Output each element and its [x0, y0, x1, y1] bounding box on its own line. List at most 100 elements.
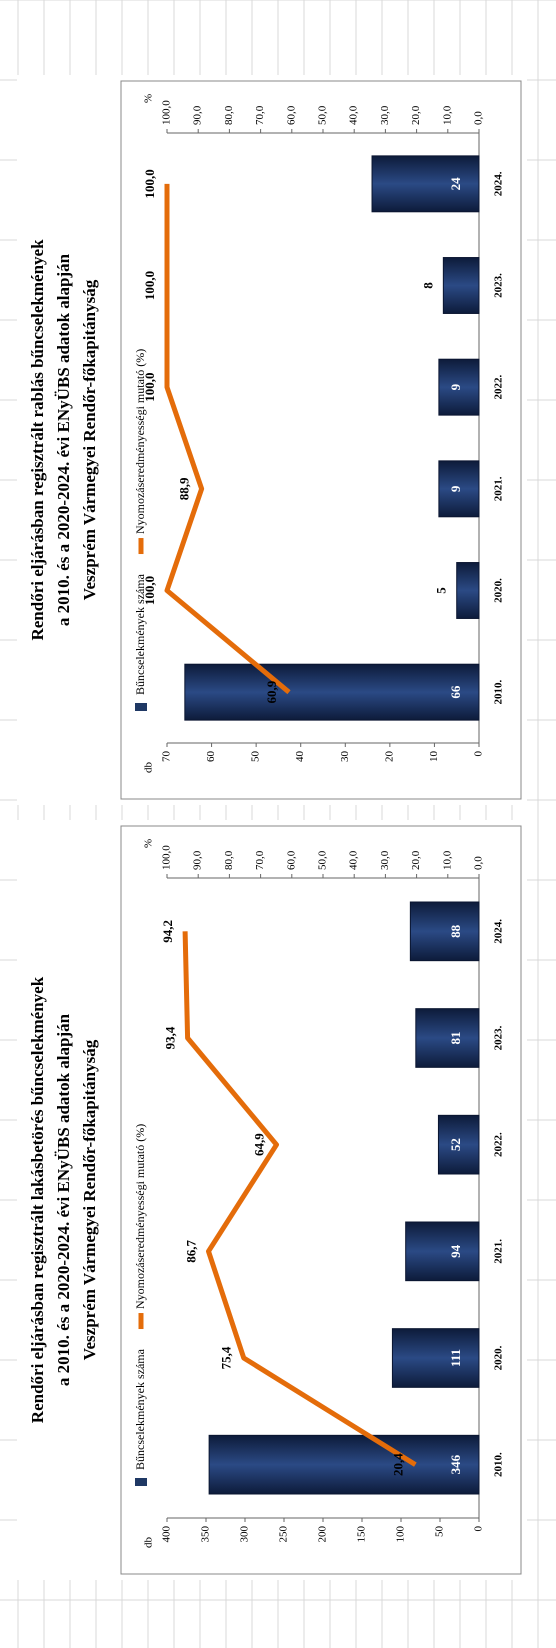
y2-tick-label: 90,0 — [192, 105, 204, 125]
bar-value-label: 94 — [448, 1244, 463, 1258]
x-tick-label: 2023. — [493, 273, 505, 298]
y2-axis-label: % — [143, 839, 155, 848]
y2-tick-label: 40,0 — [348, 850, 360, 870]
chart-frame — [120, 80, 522, 800]
line-value-label: 64,9 — [251, 1133, 266, 1156]
bar — [391, 1328, 480, 1388]
legend-label: Nyomozáseredményességi mutató (%) — [133, 1124, 147, 1309]
line-value-label: 75,4 — [219, 1346, 234, 1369]
x-tick-label: 2010. — [493, 680, 505, 705]
y-tick-label: 50 — [434, 1526, 446, 1538]
y-tick-label: 250 — [278, 1526, 290, 1543]
line-value-label: 86,7 — [183, 1239, 198, 1262]
y-tick-label: 40 — [294, 751, 306, 763]
y-tick-label: 350 — [200, 1526, 212, 1543]
chart-subtitle: Veszprém Vármegyei Rendőr-főkapitányság — [80, 279, 99, 600]
y-tick-label: 400 — [161, 1526, 173, 1543]
y2-tick-label: 0,0 — [473, 111, 485, 125]
bar — [405, 1221, 480, 1282]
y2-tick-label: 20,0 — [410, 850, 422, 870]
line-value-label: 100,0 — [142, 576, 157, 605]
chart-title: Rendőri eljárásban regisztrált rablás bű… — [28, 239, 47, 641]
chart: Rendőri eljárásban regisztrált rablás bű… — [17, 75, 527, 805]
y2-tick-label: 100,0 — [161, 845, 173, 870]
x-tick-label: 2024. — [493, 171, 505, 196]
bar-value-label: 9 — [448, 383, 463, 390]
bar-value-label: 66 — [448, 685, 463, 699]
line-value-label: 60,9 — [264, 680, 279, 703]
legend-label: Bűncselekmények száma — [133, 1348, 147, 1470]
y-tick-label: 0 — [473, 751, 485, 757]
y-tick-label: 150 — [356, 1526, 368, 1543]
y-tick-label: 70 — [161, 751, 173, 763]
y2-tick-label: 50,0 — [317, 850, 329, 870]
y2-tick-label: 30,0 — [379, 105, 391, 125]
x-tick-label: 2020. — [493, 578, 505, 603]
chart-title: Rendőri eljárásban regisztrált lakásbetö… — [28, 976, 47, 1423]
line-value-label: 20,4 — [390, 1453, 405, 1476]
y-tick-label: 20 — [383, 751, 395, 763]
y2-tick-label: 10,0 — [441, 105, 453, 125]
bar-value-label: 88 — [448, 924, 463, 938]
x-tick-label: 2010. — [493, 1452, 505, 1477]
bar-value-label: 81 — [448, 1032, 463, 1045]
y-tick-label: 30 — [339, 751, 351, 763]
y-tick-label: 50 — [250, 751, 262, 763]
y2-tick-label: 90,0 — [192, 850, 204, 870]
bar — [371, 155, 480, 213]
y-tick-label: 10 — [428, 751, 440, 763]
x-tick-label: 2022. — [493, 375, 505, 400]
x-tick-label: 2021. — [493, 476, 505, 501]
bar — [184, 663, 480, 721]
line-value-label: 100,0 — [142, 169, 157, 198]
bar — [409, 901, 480, 962]
x-tick-label: 2024. — [493, 919, 505, 944]
bar-value-label: 346 — [448, 1454, 463, 1474]
y-tick-label: 0 — [473, 1526, 485, 1532]
bar — [415, 1008, 480, 1068]
line-value-label: 93,4 — [163, 1026, 178, 1049]
y2-tick-label: 20,0 — [410, 105, 422, 125]
line-value-label: 100,0 — [142, 271, 157, 300]
y2-tick-label: 80,0 — [223, 105, 235, 125]
y2-tick-label: 70,0 — [254, 105, 266, 125]
chart: Rendőri eljárásban regisztrált lakásbetö… — [17, 820, 527, 1580]
y2-tick-label: 100,0 — [161, 100, 173, 125]
chart-subtitle: Veszprém Vármegyei Rendőr-főkapitányság — [80, 1039, 99, 1360]
line — [182, 931, 417, 1467]
y2-tick-label: 60,0 — [285, 105, 297, 125]
y2-tick-label: 0,0 — [473, 856, 485, 870]
y-axis-label: db — [143, 762, 155, 774]
chart-subtitle: a 2010. és a 2020-2024. évi ENyÜBS adato… — [54, 253, 73, 626]
bar-value-label: 24 — [448, 177, 463, 191]
line-value-label: 94,2 — [160, 920, 175, 943]
x-tick-label: 2022. — [493, 1132, 505, 1157]
line-value-label: 88,9 — [177, 477, 192, 500]
legend-label: Bűncselekmények száma — [133, 573, 147, 695]
bar-value-label: 9 — [448, 485, 463, 492]
legend-label: Nyomozáseredményességi mutató (%) — [133, 349, 147, 534]
y2-tick-label: 10,0 — [441, 850, 453, 870]
y2-tick-label: 30,0 — [379, 850, 391, 870]
y2-tick-label: 70,0 — [254, 850, 266, 870]
legend-swatch — [135, 703, 147, 711]
bar-value-label: 111 — [448, 1349, 463, 1367]
bar — [438, 358, 480, 416]
y-tick-label: 200 — [317, 1526, 329, 1543]
bar — [208, 1434, 480, 1495]
x-tick-label: 2021. — [493, 1239, 505, 1264]
x-tick-label: 2023. — [493, 1025, 505, 1050]
bar — [442, 257, 480, 314]
y-tick-label: 60 — [205, 751, 217, 763]
bar — [438, 460, 480, 518]
line-value-label: 100,0 — [142, 373, 157, 402]
bar-value-label: 52 — [448, 1138, 463, 1151]
y2-tick-label: 40,0 — [348, 105, 360, 125]
y2-tick-label: 60,0 — [285, 850, 297, 870]
chart-subtitle: a 2010. és a 2020-2024. évi ENyÜBS adato… — [54, 1013, 73, 1386]
y2-tick-label: 50,0 — [317, 105, 329, 125]
y2-tick-label: 80,0 — [223, 850, 235, 870]
y-tick-label: 100 — [395, 1526, 407, 1543]
legend-swatch — [135, 1478, 147, 1486]
